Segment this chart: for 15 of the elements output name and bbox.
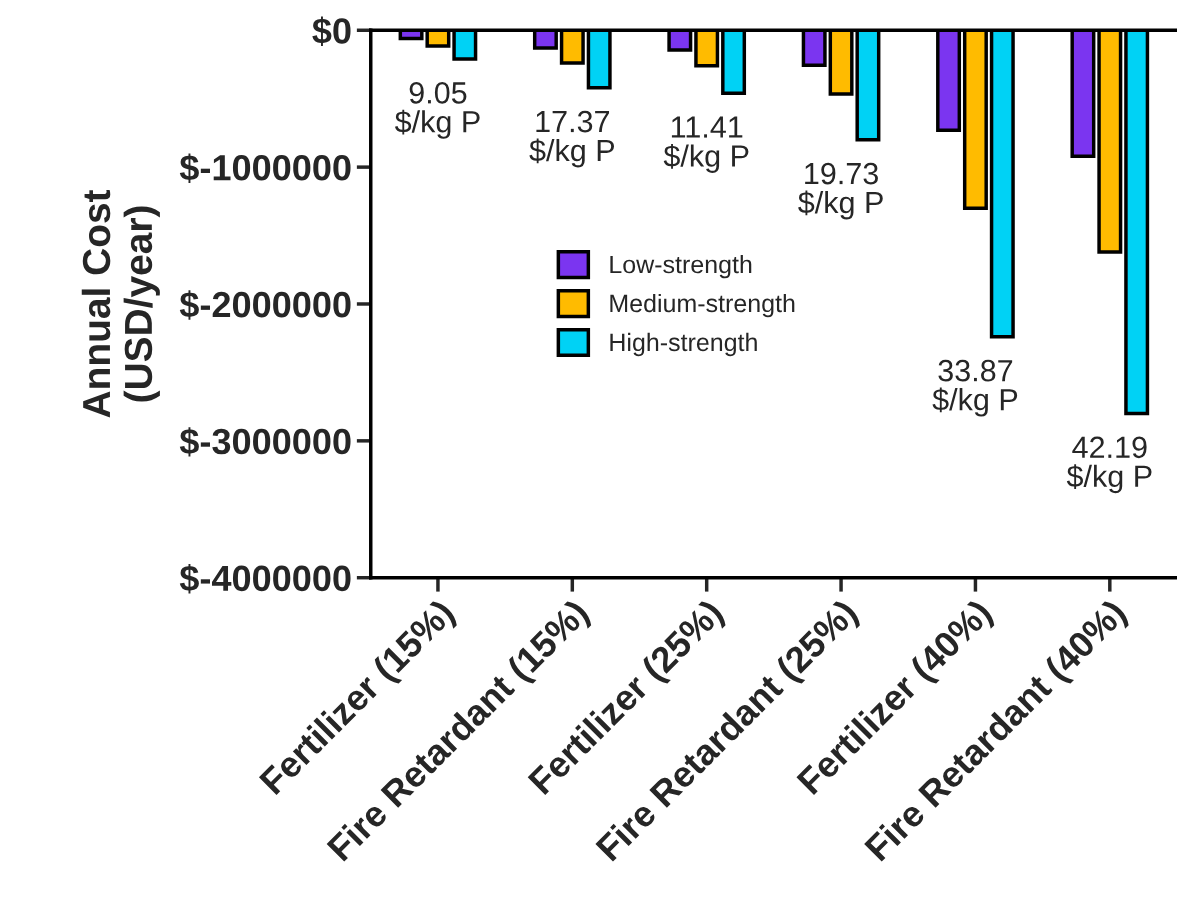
y-axis-title: Annual Cost (USD/year) <box>81 189 160 418</box>
y-tick-label: $-2000000 <box>179 290 351 320</box>
annotation: 19.73 $/kg P <box>798 162 883 220</box>
annotation: 17.37 $/kg P <box>529 110 615 168</box>
y-tick-label: $-4000000 <box>179 563 351 594</box>
y-tick-label: $0 <box>312 16 351 47</box>
y-tick-label: $-1000000 <box>179 153 351 183</box>
legend-label: Low-strength <box>610 254 752 279</box>
legend-label: High-strength <box>610 332 757 357</box>
annotation: 11.41 $/kg P <box>663 116 749 173</box>
annotation: 9.05 $/kg P <box>394 82 480 139</box>
y-tick-label: $-3000000 <box>179 427 351 457</box>
annotation: 42.19 $/kg P <box>1066 436 1152 494</box>
annotation: 33.87 $/kg P <box>932 359 1018 417</box>
legend-label: Medium-strength <box>610 293 795 318</box>
